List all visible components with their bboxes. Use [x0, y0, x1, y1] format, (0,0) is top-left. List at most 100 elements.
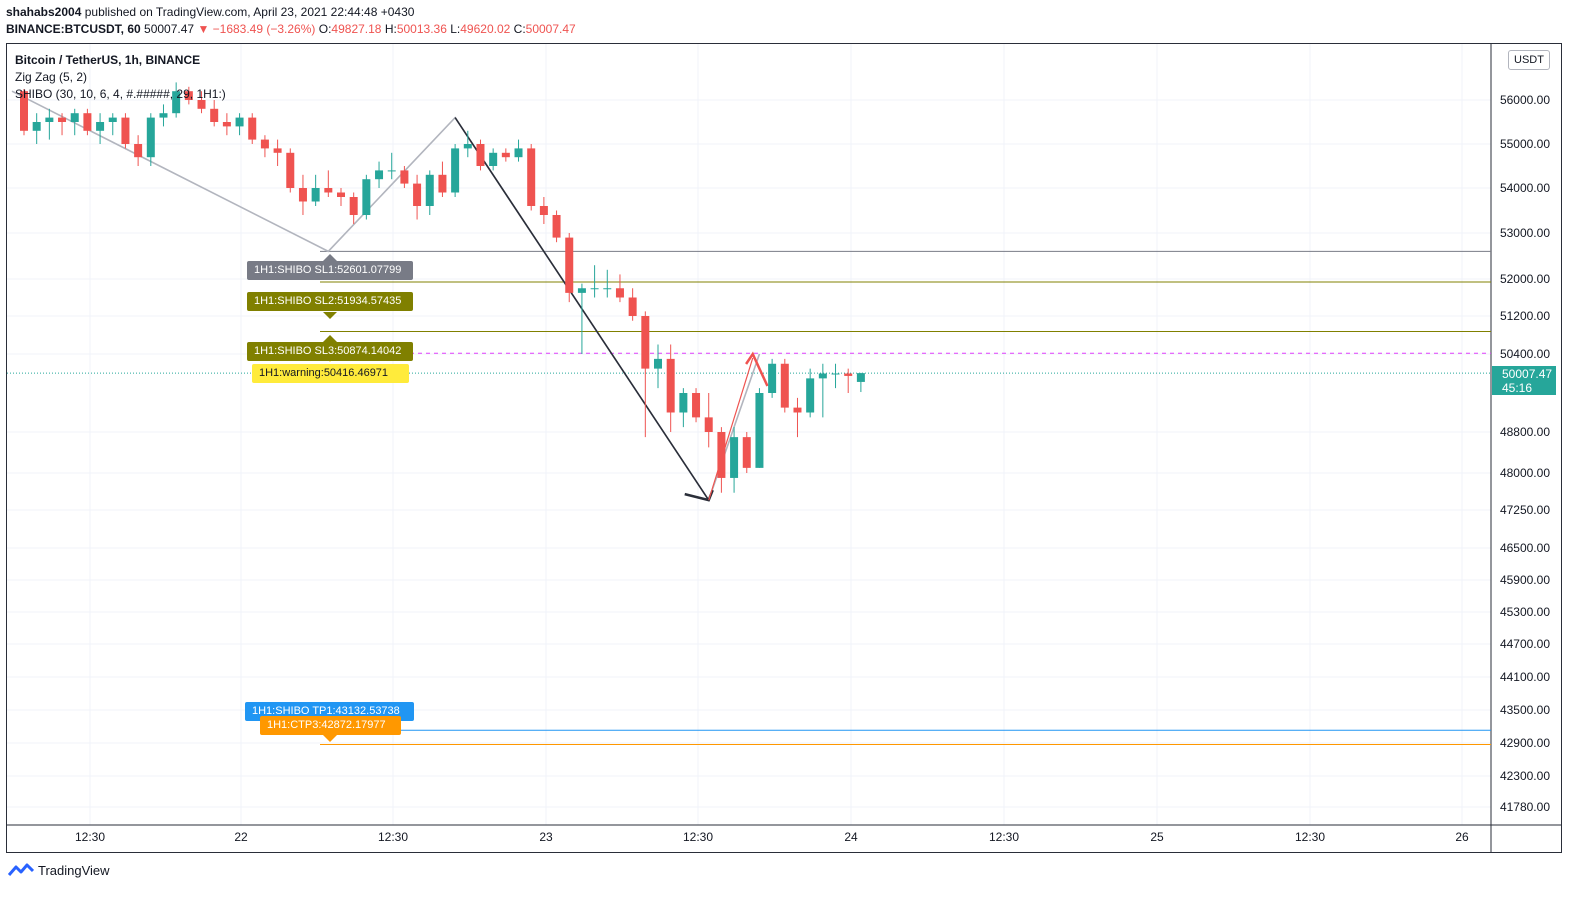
price-axis-tick: 53000.00: [1500, 226, 1550, 240]
price-change: ▼ −1683.49 (−3.26%): [197, 22, 316, 36]
candle-body: [159, 113, 168, 118]
price-axis-tick: 50400.00: [1500, 347, 1550, 361]
symbol-name: BINANCE:BTCUSDT, 60: [6, 22, 141, 36]
candle-body: [20, 91, 28, 131]
label-pointer: [323, 735, 337, 742]
candle-body: [780, 363, 789, 408]
price-axis-tick: 56000.00: [1500, 93, 1550, 107]
up-arrow-head: [745, 351, 769, 387]
candle-body: [730, 437, 739, 478]
zigzag-indicator-label[interactable]: Zig Zag (5, 2): [15, 70, 88, 84]
candle-body: [489, 152, 498, 166]
candle-body: [248, 117, 257, 140]
label-pointer: [323, 335, 337, 342]
publish-info: shahabs2004 published on TradingView.com…: [6, 5, 414, 19]
time-axis-tick: 22: [234, 830, 248, 844]
time-axis-tick: 12:30: [683, 830, 713, 844]
candle-body: [83, 113, 92, 131]
candle-body: [172, 91, 181, 114]
price-axis-tick: 43500.00: [1500, 703, 1550, 717]
price-axis-tick: 41780.00: [1500, 800, 1550, 814]
candle-body: [108, 117, 117, 122]
candle-body: [451, 148, 460, 193]
label-pointer: [323, 312, 337, 319]
high-value: 50013.36: [396, 22, 447, 36]
candle-body: [666, 358, 675, 413]
candle-body: [654, 358, 662, 369]
price-axis-tick: 54000.00: [1500, 181, 1550, 195]
candle-body: [806, 378, 815, 413]
candle-body: [768, 363, 777, 393]
candle-body: [565, 237, 574, 293]
time-axis-tick: 12:30: [75, 830, 105, 844]
candle-body: [273, 148, 282, 153]
time-axis-tick: 12:30: [378, 830, 408, 844]
currency-button[interactable]: USDT: [1508, 50, 1550, 70]
low-value: 49620.02: [460, 22, 511, 36]
candle-body: [324, 188, 333, 193]
down-arrow-head: [684, 489, 714, 502]
candle-body: [362, 179, 371, 215]
candle-body: [844, 373, 853, 376]
candle-body: [755, 393, 764, 468]
candle-body: [527, 148, 536, 206]
price-axis-tick: 48800.00: [1500, 425, 1550, 439]
candle-body: [58, 117, 67, 122]
candle-body: [45, 117, 54, 122]
current-price-tag: 50007.47 45:16: [1492, 366, 1556, 395]
candle-body: [260, 139, 269, 149]
candle-body: [121, 117, 130, 144]
price-axis-tick: 42300.00: [1500, 769, 1550, 783]
price-axis-tick: 45900.00: [1500, 573, 1550, 587]
candle-body: [32, 122, 41, 131]
candle-body: [400, 170, 409, 184]
open-label: O:: [318, 22, 332, 36]
open-value: 49827.18: [331, 22, 382, 36]
candle-body: [679, 393, 688, 413]
candle-body: [793, 407, 802, 413]
candle-body: [577, 288, 586, 293]
candle-body: [184, 91, 193, 100]
candle-body: [615, 288, 624, 298]
candle-body: [742, 437, 751, 468]
footer-brand[interactable]: TradingView: [38, 862, 110, 878]
candle-body: [501, 152, 510, 158]
candle-body: [413, 183, 422, 206]
price-axis-tick: 44700.00: [1500, 637, 1550, 651]
footer: TradingView: [8, 860, 110, 880]
level-label: 1H1:SHIBO SL3:50874.14042: [247, 342, 413, 361]
level-label: 1H1:SHIBO SL2:51934.57435: [247, 292, 413, 311]
candle-body: [717, 432, 726, 478]
candle-body: [818, 373, 827, 379]
price-axis-tick: 55000.00: [1500, 137, 1550, 151]
candle-body: [463, 144, 472, 149]
price-axis-tick: 48000.00: [1500, 466, 1550, 480]
candle-body: [387, 170, 396, 172]
candle-body: [210, 108, 219, 122]
candle-body: [831, 373, 840, 375]
candle-body: [514, 148, 523, 158]
shibo-indicator-label[interactable]: SHIBO (30, 10, 6, 4, #.#####, 29, 1H1:): [15, 87, 226, 101]
time-axis-tick: 12:30: [989, 830, 1019, 844]
time-axis-tick: 12:30: [1295, 830, 1325, 844]
candle-body: [235, 117, 244, 127]
candle-body: [197, 100, 206, 109]
candle-body: [96, 122, 105, 131]
publisher-name[interactable]: shahabs2004: [6, 5, 82, 19]
symbol-info: BINANCE:BTCUSDT, 60 50007.47 ▼ −1683.49 …: [6, 22, 576, 36]
candle-body: [438, 174, 447, 193]
high-label: H:: [384, 22, 397, 36]
time-axis-tick: 25: [1150, 830, 1164, 844]
current-price-value: 50007.47: [1502, 367, 1553, 381]
chart-frame[interactable]: [6, 43, 1562, 853]
published-text: published on TradingView.com, April 23, …: [84, 5, 415, 19]
tradingview-logo-icon: [8, 863, 34, 876]
price-axis-tick: 44100.00: [1500, 670, 1550, 684]
time-axis-tick: 23: [539, 830, 553, 844]
last-price: 50007.47: [144, 22, 195, 36]
candle-body: [704, 417, 713, 432]
price-axis-tick: 46500.00: [1500, 541, 1550, 555]
candle-body: [134, 144, 143, 158]
level-label: 1H1:SHIBO SL1:52601.07799: [247, 261, 413, 280]
